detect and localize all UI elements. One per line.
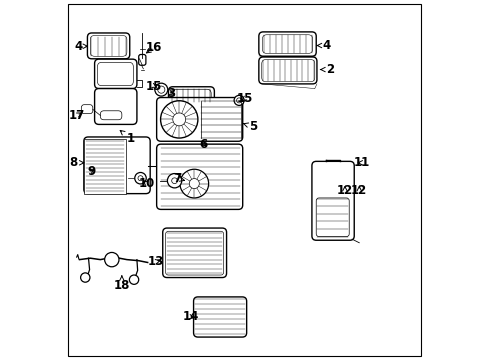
Text: 15: 15 [237, 92, 253, 105]
Text: 8: 8 [69, 156, 83, 169]
Text: 4: 4 [75, 40, 87, 53]
Text: 16: 16 [145, 41, 162, 54]
FancyBboxPatch shape [163, 228, 226, 278]
Text: 11: 11 [353, 156, 369, 169]
Text: 13: 13 [147, 255, 163, 268]
FancyBboxPatch shape [83, 137, 150, 194]
Text: 14: 14 [182, 310, 199, 324]
Text: 7: 7 [173, 172, 184, 185]
FancyBboxPatch shape [262, 35, 312, 53]
Bar [83, 139, 126, 194]
Circle shape [104, 252, 119, 267]
FancyBboxPatch shape [316, 198, 348, 237]
FancyBboxPatch shape [100, 111, 122, 120]
Circle shape [167, 174, 182, 188]
Text: 2: 2 [320, 63, 334, 76]
Text: 5: 5 [243, 121, 257, 134]
FancyBboxPatch shape [311, 161, 353, 240]
FancyBboxPatch shape [94, 89, 137, 125]
FancyBboxPatch shape [258, 57, 316, 84]
Circle shape [160, 101, 198, 138]
Text: 6: 6 [199, 138, 207, 150]
Circle shape [155, 83, 167, 96]
Circle shape [81, 273, 90, 282]
FancyBboxPatch shape [171, 89, 211, 102]
Circle shape [135, 172, 146, 184]
FancyBboxPatch shape [139, 54, 145, 65]
FancyBboxPatch shape [165, 231, 223, 275]
FancyBboxPatch shape [258, 32, 316, 56]
FancyBboxPatch shape [87, 33, 129, 59]
Text: 3: 3 [167, 87, 175, 100]
Text: 15: 15 [145, 80, 162, 93]
Text: 4: 4 [316, 39, 330, 52]
FancyBboxPatch shape [81, 105, 93, 114]
Text: 12: 12 [350, 184, 366, 197]
Text: 10: 10 [139, 177, 155, 190]
Circle shape [129, 275, 139, 284]
FancyBboxPatch shape [193, 297, 246, 337]
FancyBboxPatch shape [90, 36, 126, 56]
FancyBboxPatch shape [156, 144, 242, 210]
Text: 1: 1 [120, 130, 134, 145]
FancyBboxPatch shape [156, 98, 242, 141]
Circle shape [180, 169, 208, 198]
Circle shape [234, 95, 244, 105]
Text: 9: 9 [87, 165, 95, 177]
FancyBboxPatch shape [261, 59, 314, 82]
FancyBboxPatch shape [97, 62, 133, 86]
FancyBboxPatch shape [94, 59, 137, 89]
FancyBboxPatch shape [168, 87, 214, 104]
Text: 18: 18 [113, 276, 130, 292]
Text: 12: 12 [336, 184, 352, 197]
Text: 17: 17 [68, 109, 84, 122]
